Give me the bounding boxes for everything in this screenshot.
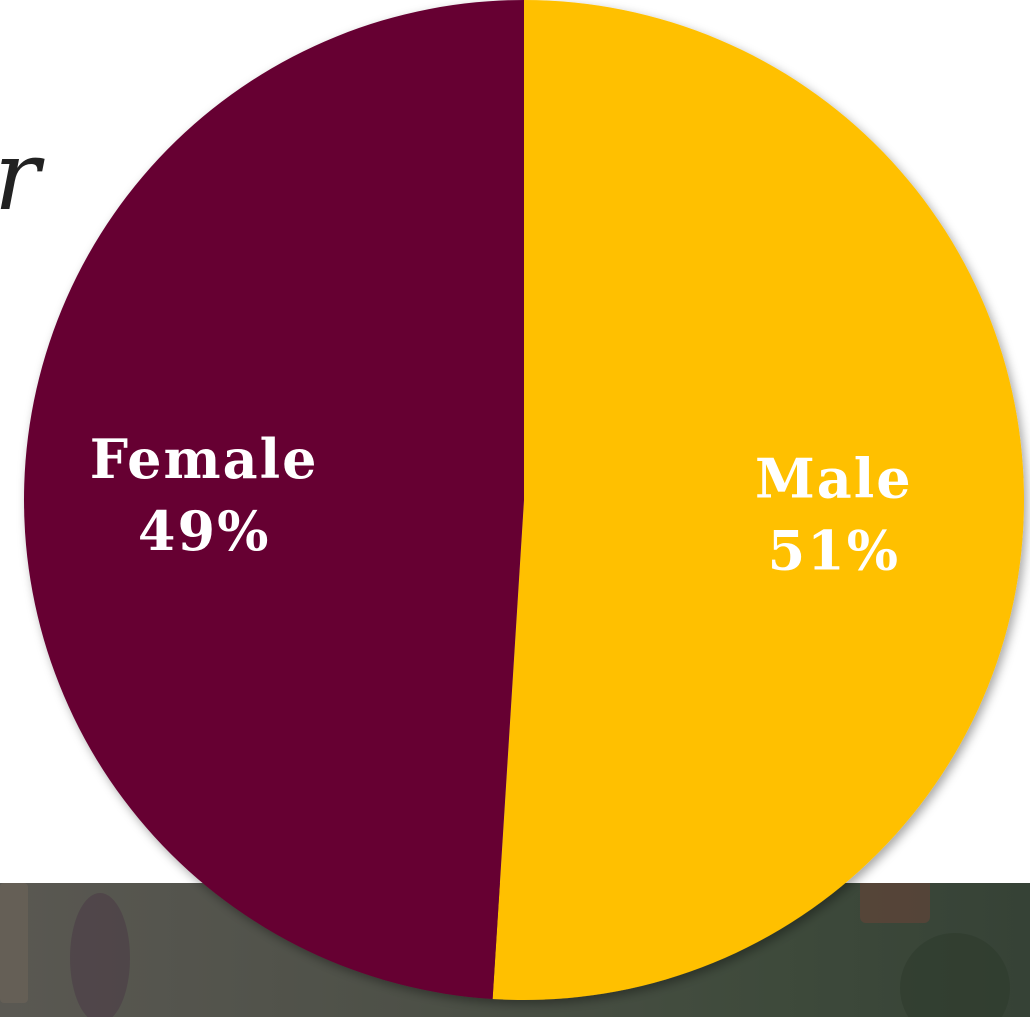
background-figure bbox=[860, 883, 930, 923]
slice-label-female: Female bbox=[90, 427, 319, 491]
slice-value-male: 51% bbox=[768, 519, 900, 583]
slice-value-female: 49% bbox=[138, 499, 270, 563]
background-figure bbox=[70, 893, 130, 1017]
pie-slice-male bbox=[492, 0, 1024, 1000]
background-figure bbox=[900, 933, 1010, 1017]
background-figure bbox=[0, 883, 28, 1003]
partial-heading-text: r bbox=[0, 128, 40, 224]
pie-slice-female bbox=[23, 0, 525, 1000]
slice-label-male: Male bbox=[755, 447, 913, 511]
